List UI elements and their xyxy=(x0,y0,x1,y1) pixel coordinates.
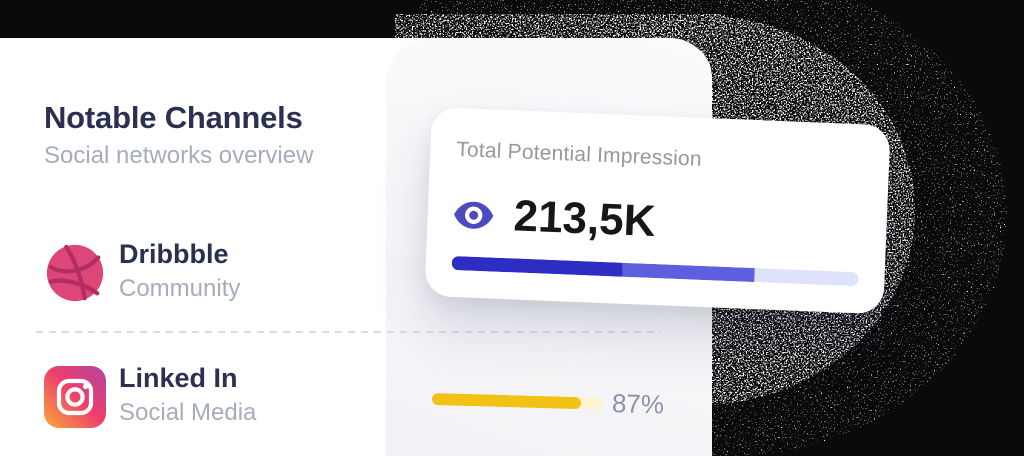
dashed-divider xyxy=(36,331,661,333)
header: Notable Channels Social networks overvie… xyxy=(44,100,313,171)
channel-row-dribbble[interactable]: Dribbble Community xyxy=(44,238,240,304)
eye-icon xyxy=(454,201,494,229)
channel-row-linkedin[interactable]: Linked In Social Media xyxy=(44,362,256,428)
channel-info: Linked In Social Media xyxy=(119,362,256,428)
progress-segment-primary xyxy=(451,255,623,277)
channel-info: Dribbble Community xyxy=(119,238,240,304)
linkedin-progress-track xyxy=(431,392,604,410)
impression-progress xyxy=(451,255,859,287)
instagram-icon xyxy=(44,366,106,428)
channel-name: Linked In xyxy=(119,363,238,393)
dribbble-icon xyxy=(46,244,104,302)
progress-segment-remainder xyxy=(754,268,859,287)
linkedin-progress-fill xyxy=(431,392,581,409)
impression-value: 213,5K xyxy=(512,191,657,247)
channel-category: Community xyxy=(119,275,241,302)
page-title: Notable Channels xyxy=(44,100,303,135)
channel-category: Social Media xyxy=(119,399,257,426)
linkedin-percent-label: 87% xyxy=(611,388,665,420)
channel-name: Dribbble xyxy=(119,239,229,269)
impression-label: Total Potential Impression xyxy=(455,138,703,171)
progress-segment-secondary xyxy=(622,262,755,283)
impression-metric-row: 213,5K xyxy=(453,191,862,253)
page-subtitle: Social networks overview xyxy=(44,142,314,169)
impression-card: Total Potential Impression 213,5K xyxy=(424,107,891,315)
linkedin-metric: 87% xyxy=(431,383,665,420)
